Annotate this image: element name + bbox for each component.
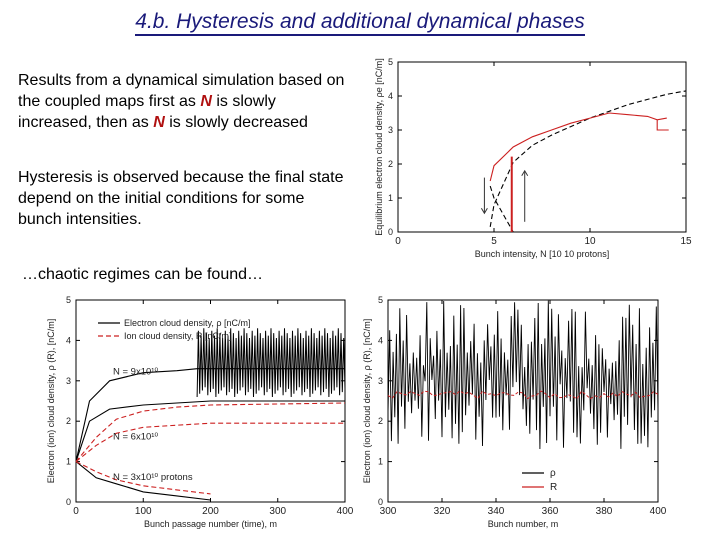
hysteresis-chart: 0 5 10 15 0 1 2 3 4 5 Bunch intensity, N [10 10 pr… — [374, 57, 692, 259]
x-tick-label: 400 — [650, 506, 667, 517]
y-axis-label: Equilibrium electron cloud density, ρe [… — [374, 58, 384, 236]
y-axis-label: Electron (ion) cloud density, ρ (R), [nC… — [362, 319, 372, 484]
curve-0 — [489, 90, 687, 227]
y-tick-label: 2 — [66, 416, 71, 426]
x-tick-label: 0 — [73, 506, 79, 517]
paragraph-intro: Results from a dynamical simulation base… — [18, 72, 345, 131]
intensity-label: N = 6x10¹⁰ — [113, 431, 158, 442]
curve-5 — [75, 461, 211, 495]
curve-4 — [510, 156, 513, 232]
time-evolution-chart: 0 100 200 300 400 0 1 2 3 4 5 Bunch passage number … — [46, 295, 354, 529]
legend-r-label: R — [550, 482, 557, 493]
intensity-label: N = 3x10¹⁰ protons — [113, 472, 193, 483]
x-tick-label: 320 — [434, 506, 451, 517]
oscillation-curve — [196, 328, 346, 398]
ion-series — [387, 390, 659, 400]
y-tick-label: 4 — [378, 335, 383, 345]
y-tick-label: 0 — [388, 227, 393, 237]
y-tick-label: 1 — [66, 457, 71, 467]
slide-title: 4.b. Hysteresis and additional dynamical… — [0, 10, 720, 36]
up-arrow-head — [521, 169, 529, 177]
legend-rho-label: ρ — [550, 468, 556, 479]
x-axis-label: Bunch intensity, N [10 10 protons] — [475, 249, 609, 259]
x-tick-label: 15 — [680, 236, 692, 247]
y-tick-label: 3 — [66, 376, 71, 386]
x-tick-label: 0 — [395, 236, 401, 247]
x-axis-label: Bunch number, m — [488, 519, 559, 529]
x-tick-label: 5 — [491, 236, 497, 247]
y-tick-label: 1 — [388, 193, 393, 203]
curve-0 — [75, 368, 345, 462]
x-tick-label: 100 — [135, 506, 152, 517]
x-tick-label: 400 — [337, 506, 354, 517]
x-tick-label: 10 — [584, 236, 596, 247]
curve-1 — [75, 400, 345, 462]
x-tick-label: 380 — [596, 506, 613, 517]
x-axis-label: Bunch passage number (time), m — [144, 519, 277, 529]
paragraph-chaotic: …chaotic regimes can be found… — [22, 266, 264, 283]
legend-electron-label: Electron cloud density, ρ [nC/m] — [124, 318, 251, 328]
y-tick-label: 5 — [66, 295, 71, 305]
y-tick-label: 0 — [378, 497, 383, 507]
n-symbol: N — [200, 93, 212, 110]
y-tick-label: 3 — [388, 125, 393, 135]
curve-3 — [75, 402, 346, 462]
x-tick-label: 360 — [542, 506, 559, 517]
y-tick-label: 2 — [388, 159, 393, 169]
x-tick-label: 300 — [269, 506, 286, 517]
y-tick-label: 2 — [378, 416, 383, 426]
legend-box — [516, 462, 576, 494]
n-symbol: N — [153, 114, 165, 131]
curve-3 — [656, 119, 669, 131]
x-tick-label: 340 — [488, 506, 505, 517]
y-tick-label: 5 — [388, 57, 393, 67]
paragraph-hysteresis: Hysteresis is observed because the final… — [18, 169, 344, 228]
legend-ion-label: Ion cloud density, R [nC/m] — [124, 331, 231, 341]
down-arrow-head — [480, 208, 488, 215]
y-tick-label: 1 — [378, 457, 383, 467]
x-tick-label: 300 — [380, 506, 397, 517]
curve-2 — [489, 112, 667, 182]
chaotic-chart: 300 320 340 360 380 400 0 1 2 3 4 5 Bunch number, m E… — [362, 295, 667, 529]
plot-frame — [397, 61, 687, 233]
intensity-label: N = 9x10¹⁰ — [113, 367, 158, 378]
y-tick-label: 4 — [66, 335, 71, 345]
y-tick-label: 3 — [378, 376, 383, 386]
x-tick-label: 200 — [202, 506, 219, 517]
rho-series — [387, 300, 659, 450]
curve-2 — [75, 461, 211, 501]
y-axis-label: Electron (ion) cloud density, ρ (R), [nC… — [46, 319, 56, 484]
curve-4 — [75, 422, 345, 463]
y-tick-label: 0 — [66, 497, 71, 507]
y-tick-label: 5 — [378, 295, 383, 305]
curve-1 — [489, 185, 514, 233]
y-tick-label: 4 — [388, 91, 393, 101]
